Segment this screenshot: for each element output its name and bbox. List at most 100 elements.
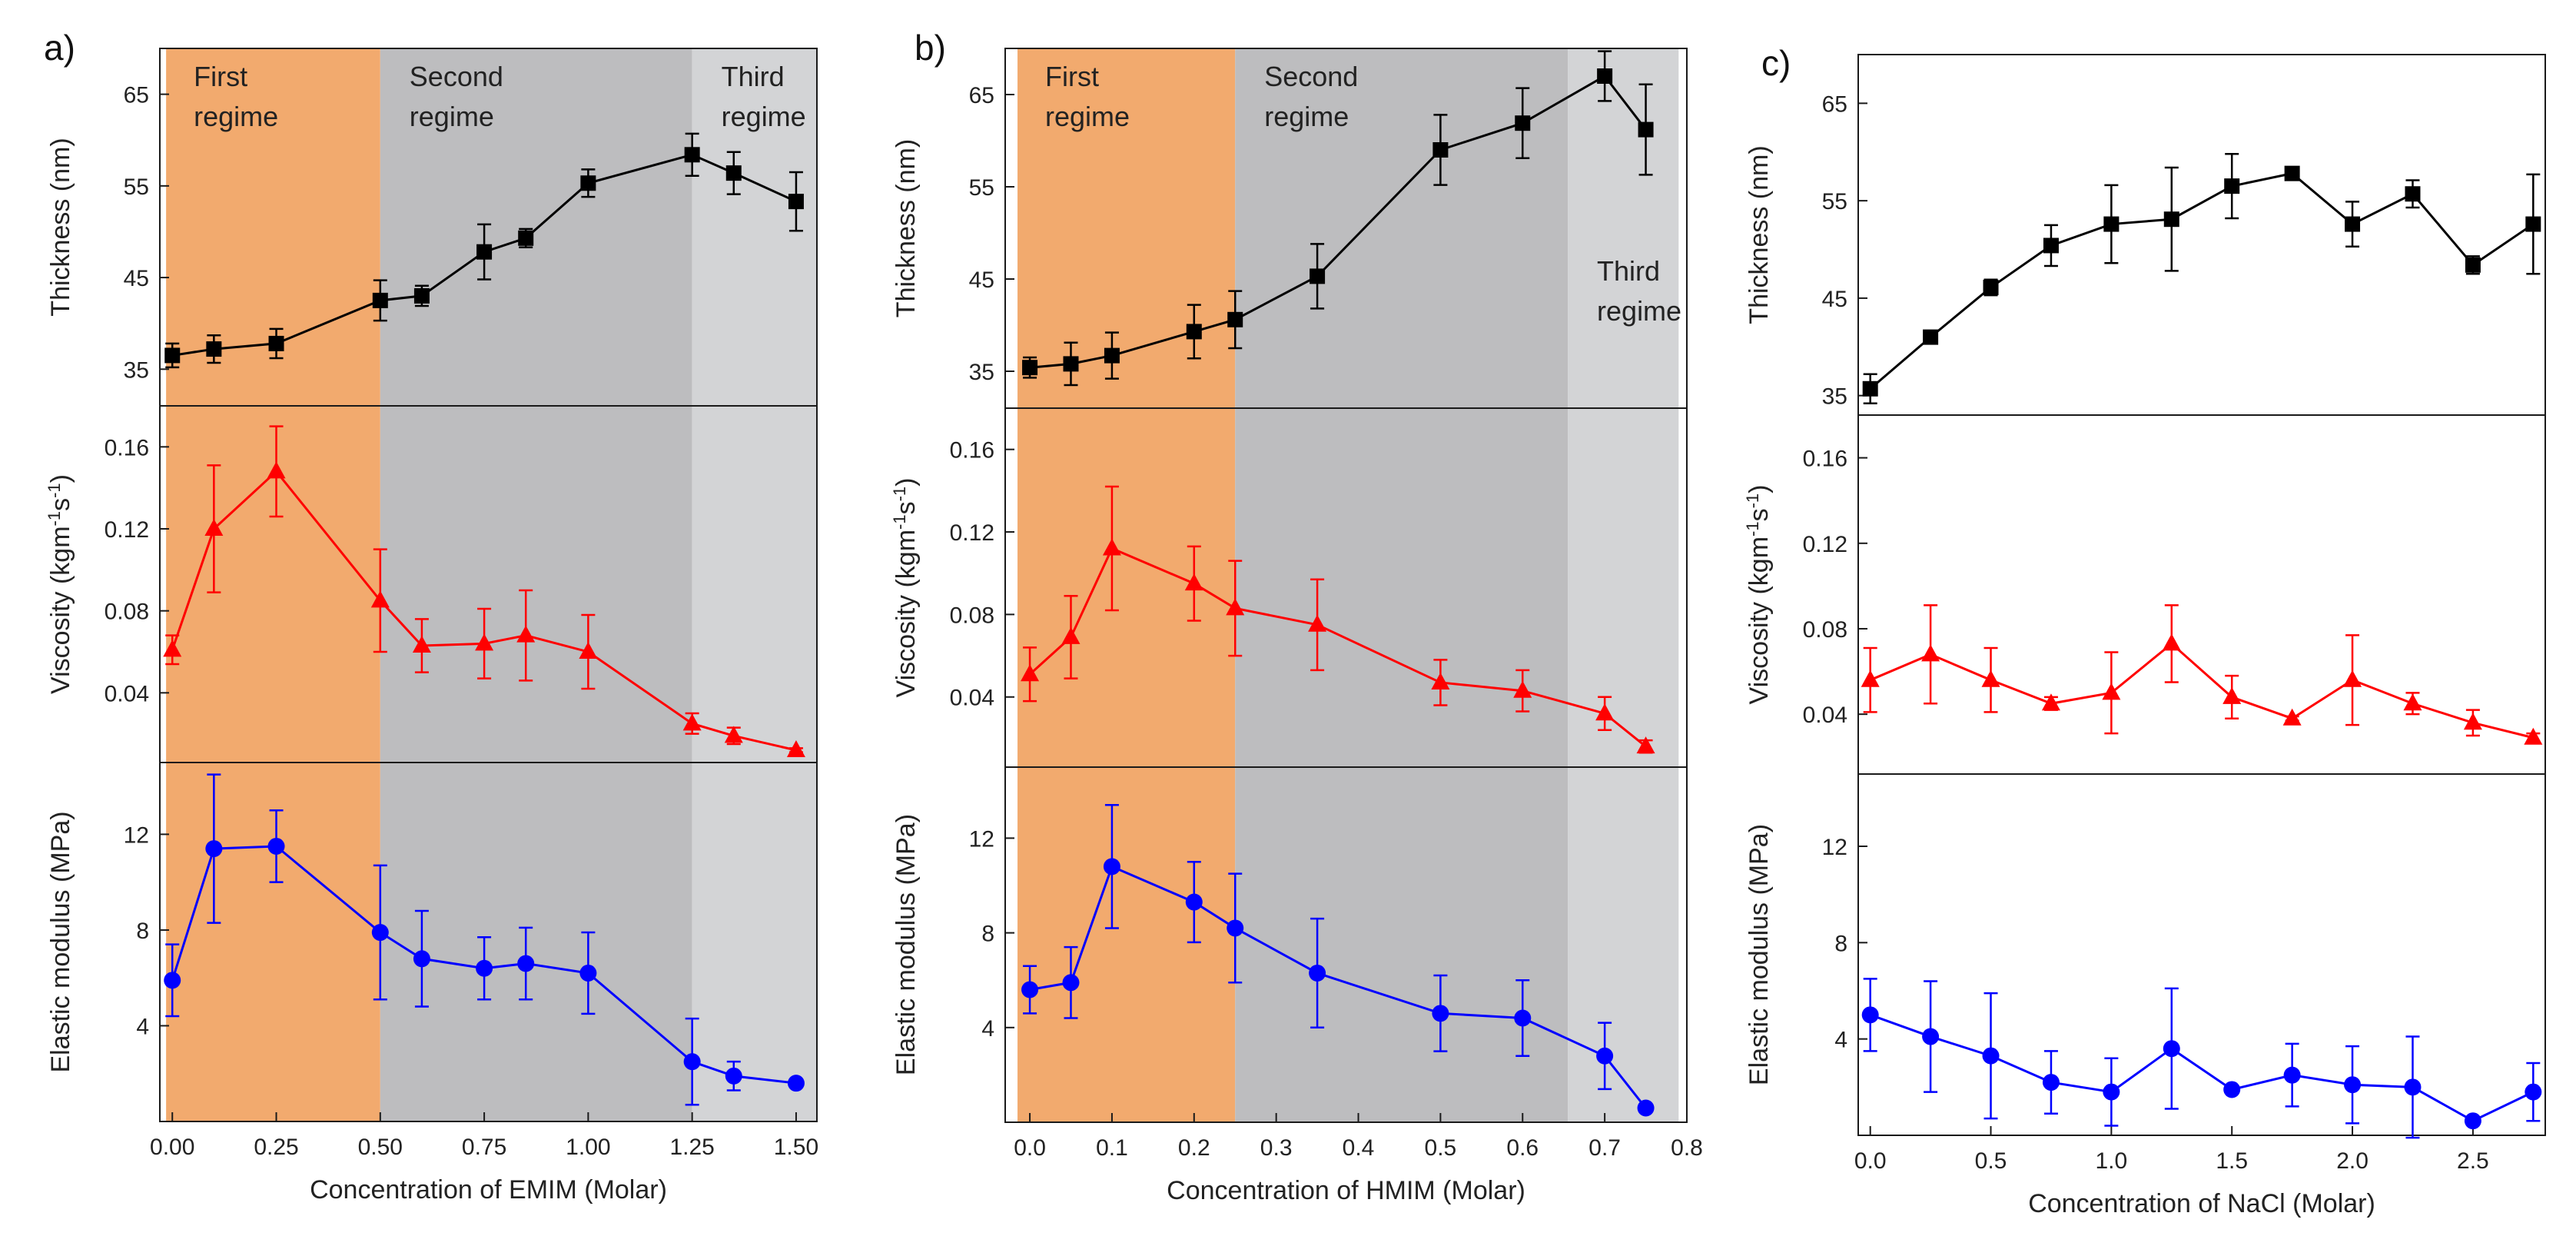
data-point	[2525, 216, 2541, 232]
data-point	[1861, 670, 1880, 687]
data-point	[579, 964, 597, 982]
plot-frame	[1857, 54, 2546, 416]
x-tick-label: 0.0	[1014, 1135, 1046, 1161]
data-point	[2403, 693, 2422, 711]
y-tick-label: 65	[969, 83, 994, 108]
regime-band-b-3	[1568, 48, 1679, 1122]
data-point	[413, 287, 430, 304]
y-tick-label: 35	[124, 357, 149, 383]
x-axis-title: Concentration of HMIM (Molar)	[1167, 1176, 1525, 1205]
data-point	[1227, 311, 1243, 327]
data-point	[1061, 626, 1081, 644]
data-point	[1062, 974, 1080, 992]
y-axis-title: Viscosity (kgm-1s-1)	[45, 474, 76, 694]
data-point	[684, 147, 700, 163]
data-point	[267, 837, 285, 855]
data-point	[2345, 216, 2361, 232]
subplot-b-elastic-modulus: 4 8 12 Elastic modulus (MPa) 0.0 0.1 0.2 0.3 0.4…	[891, 766, 1703, 1161]
y-tick-label: 0.08	[105, 600, 149, 625]
x-tick-label: 0.1	[1096, 1135, 1128, 1161]
y-tick-label: 0.16	[105, 435, 149, 460]
data-point	[1184, 573, 1203, 591]
regime-label-a-3: Third regime	[722, 61, 806, 132]
y-axis-title: Elastic modulus (MPa)	[46, 811, 75, 1072]
y-axis-title-part: -1	[1743, 521, 1762, 537]
panel-a: First regime Second regime Third regime 35 45 55…	[44, 28, 818, 1204]
panel-label: b)	[915, 28, 946, 68]
plot-frame	[1004, 766, 1688, 1123]
data-point	[2344, 1076, 2362, 1094]
data-point	[580, 175, 596, 191]
data-point	[1104, 347, 1120, 364]
data-point	[1514, 1009, 1532, 1027]
data-point	[2103, 216, 2120, 232]
regime-label-line1: Second	[410, 61, 503, 92]
data-point	[1063, 356, 1079, 372]
y-tick-label: 0.12	[1803, 532, 1847, 557]
x-tick-label: 0.25	[254, 1135, 298, 1160]
x-tick-label: 1.0	[2096, 1148, 2128, 1174]
data-point	[2463, 713, 2482, 730]
y-axis-title: Thickness (nm)	[46, 138, 75, 316]
plot-frame	[1857, 414, 2546, 775]
regime-band-b-2	[1235, 48, 1569, 1122]
y-tick-label: 0.12	[950, 520, 994, 546]
x-tick-label: 1.5	[2216, 1148, 2248, 1174]
data-point	[1432, 142, 1449, 158]
data-point	[1981, 670, 2000, 687]
data-point	[788, 194, 804, 210]
series-line-thickness	[1029, 75, 1647, 369]
data-point	[1638, 121, 1654, 138]
y-axis-title-part: s	[46, 498, 75, 511]
data-point	[1021, 664, 1040, 682]
panel-label: c)	[1761, 43, 1791, 83]
data-point	[1922, 1028, 1940, 1045]
x-tick-label: 0.8	[1671, 1135, 1703, 1161]
y-axis-title: Thickness (nm)	[1744, 145, 1774, 324]
y-tick-label: 0.12	[105, 517, 149, 543]
regime-label-line2: regime	[1045, 101, 1130, 132]
data-point	[1021, 981, 1039, 998]
regime-label-line2: regime	[410, 101, 494, 132]
data-point	[2102, 683, 2121, 700]
data-point	[1309, 964, 1326, 982]
x-tick-label: 0.00	[150, 1135, 194, 1160]
y-axis-title-part: )	[46, 474, 75, 483]
series-line-viscosity	[1870, 642, 2534, 739]
data-point	[1022, 360, 1038, 376]
data-point	[2222, 686, 2242, 704]
regime-label-line1: Third	[1597, 255, 1660, 287]
x-tick-label: 0.6	[1506, 1135, 1539, 1161]
regime-label-b-2: Second regime	[1264, 61, 1358, 132]
data-point	[412, 636, 431, 653]
regime-band-a-1	[166, 48, 380, 1121]
y-axis-title-part: -1	[890, 487, 909, 502]
x-tick-label: 0.5	[1975, 1148, 2007, 1174]
y-tick-label: 45	[969, 267, 994, 293]
data-point	[1515, 115, 1531, 131]
regime-label-line2: regime	[1264, 101, 1349, 132]
y-axis-title: Viscosity (kgm-1s-1)	[1743, 485, 1774, 705]
y-tick-label: 12	[1822, 835, 1847, 860]
series-line-elastic-modulus	[1870, 1013, 2534, 1122]
data-point	[476, 959, 493, 977]
data-point	[1513, 680, 1532, 698]
y-tick-label: 4	[981, 1016, 994, 1042]
y-tick-label: 0.04	[105, 681, 149, 706]
data-point	[2224, 178, 2240, 194]
y-axis-title-part: s	[891, 501, 921, 514]
y-tick-label: 0.16	[1803, 447, 1847, 472]
regime-label-line2: regime	[1597, 295, 1681, 327]
series-line-thickness	[1869, 172, 2535, 390]
data-point	[516, 625, 536, 643]
data-point	[1637, 1099, 1655, 1117]
data-point	[1595, 703, 1615, 721]
subplot-c-elastic-modulus: 4 8 12 Elastic modulus (MPa) 0.0 0.5 1.0 1.5 2.0…	[1744, 773, 2546, 1174]
data-point	[206, 341, 222, 357]
data-point	[2163, 1040, 2180, 1058]
data-point	[205, 840, 223, 858]
data-point	[370, 590, 390, 608]
x-tick-label: 0.7	[1588, 1135, 1621, 1161]
x-tick-label: 0.4	[1343, 1135, 1375, 1161]
